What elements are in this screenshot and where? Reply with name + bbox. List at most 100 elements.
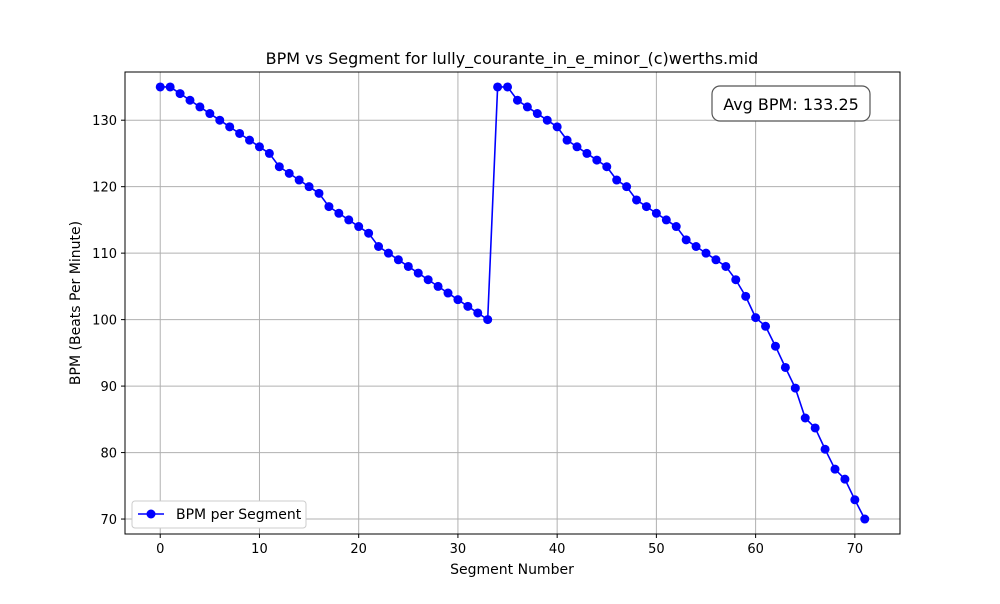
x-tick-label: 40 — [549, 542, 566, 557]
y-tick-label: 110 — [92, 247, 117, 262]
x-tick-label: 10 — [251, 542, 268, 557]
data-point — [532, 109, 542, 119]
data-point — [334, 208, 344, 218]
data-point — [393, 255, 403, 265]
data-point — [651, 208, 661, 218]
x-axis-label: Segment Number — [450, 562, 574, 578]
data-point — [483, 315, 493, 325]
data-point — [741, 291, 751, 301]
data-point — [721, 261, 731, 271]
y-axis-ticks: 70 80 90 100 110 120 130 — [92, 114, 125, 528]
data-point — [830, 464, 840, 474]
data-point — [364, 228, 374, 238]
x-tick-label: 30 — [450, 542, 467, 557]
x-tick-label: 70 — [847, 542, 864, 557]
y-tick-label: 120 — [92, 181, 117, 196]
data-point — [572, 142, 582, 152]
data-point — [344, 215, 354, 225]
data-point — [810, 423, 820, 433]
data-point — [770, 341, 780, 351]
data-point — [860, 514, 870, 524]
data-point — [403, 261, 413, 271]
data-point — [850, 495, 860, 505]
x-tick-label: 50 — [648, 542, 665, 557]
data-point — [780, 362, 790, 372]
data-point — [463, 301, 473, 311]
data-point — [671, 222, 681, 232]
chart-title: BPM vs Segment for lully_courante_in_e_m… — [266, 49, 759, 69]
data-point — [264, 148, 274, 158]
legend-marker-swatch — [146, 509, 156, 519]
plot-frame — [124, 71, 901, 535]
data-point — [820, 444, 830, 454]
data-point — [542, 115, 552, 125]
data-point — [354, 222, 364, 232]
legend: BPM per Segment — [131, 500, 307, 529]
x-tick-label: 60 — [747, 542, 764, 557]
data-point — [552, 122, 562, 132]
data-point — [612, 175, 622, 185]
legend-frame — [131, 500, 307, 529]
data-point — [691, 241, 701, 251]
data-point — [790, 383, 800, 393]
data-point — [304, 182, 314, 192]
data-point — [324, 202, 334, 212]
data-point — [761, 321, 771, 331]
y-tick-label: 130 — [92, 114, 117, 129]
data-point — [522, 102, 532, 112]
data-point — [274, 162, 284, 172]
data-point — [711, 255, 721, 265]
data-point — [731, 275, 741, 285]
data-point — [215, 115, 225, 125]
data-point — [165, 82, 175, 92]
data-point — [383, 248, 393, 258]
data-point — [195, 102, 205, 112]
data-point — [294, 175, 304, 185]
avg-bpm-annotation: Avg BPM: 133.25 — [711, 85, 871, 122]
data-point — [701, 248, 711, 258]
data-point — [840, 474, 850, 484]
data-point — [622, 182, 632, 192]
y-tick-label: 80 — [100, 447, 117, 462]
series-markers — [155, 82, 870, 524]
data-point — [413, 268, 423, 278]
y-tick-label: 100 — [92, 314, 117, 329]
data-point — [235, 128, 245, 138]
avg-bpm-text: Avg BPM: 133.25 — [723, 95, 859, 114]
data-point — [681, 235, 691, 245]
data-point — [562, 135, 572, 145]
data-point — [661, 215, 671, 225]
data-point — [751, 313, 761, 323]
data-point — [503, 82, 513, 92]
x-tick-label: 0 — [156, 542, 164, 557]
data-point — [641, 202, 651, 212]
data-point — [225, 122, 235, 132]
data-point — [602, 162, 612, 172]
annotation-box — [711, 85, 871, 122]
data-point — [433, 281, 443, 291]
data-point — [155, 82, 165, 92]
data-point — [314, 188, 324, 198]
data-point — [423, 275, 433, 285]
y-axis-label: BPM (Beats Per Minute) — [68, 221, 84, 385]
data-point — [254, 142, 264, 152]
data-point — [632, 195, 642, 205]
data-point — [245, 135, 255, 145]
data-point — [512, 95, 522, 105]
data-point — [800, 413, 810, 423]
data-point — [185, 95, 195, 105]
data-point — [374, 241, 384, 251]
data-point — [493, 82, 503, 92]
data-point — [473, 308, 483, 318]
data-point — [453, 295, 463, 305]
data-point — [205, 109, 215, 119]
x-axis-ticks: 0 10 20 30 40 50 60 70 — [156, 534, 863, 557]
x-tick-label: 20 — [350, 542, 367, 557]
data-point — [175, 89, 185, 99]
data-point — [582, 148, 592, 158]
data-point — [443, 288, 453, 298]
legend-label: BPM per Segment — [176, 507, 302, 523]
data-point — [284, 168, 294, 178]
